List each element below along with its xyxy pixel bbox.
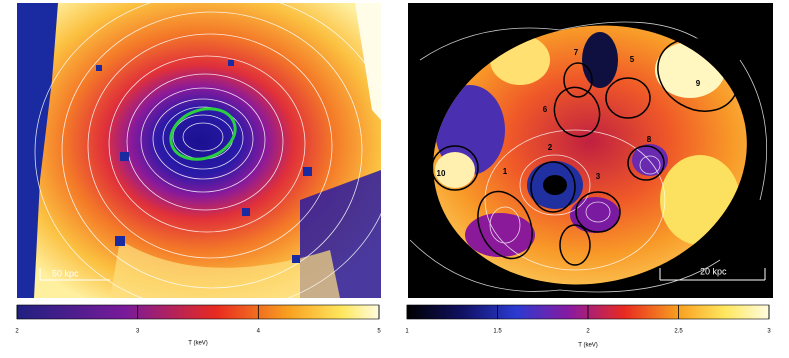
scale-bar-label: 50 kpc	[52, 268, 79, 278]
region-label: 6	[543, 105, 548, 114]
scale-bar-label: 20 kpc	[700, 266, 727, 276]
colorbar-label: T (keV)	[188, 341, 208, 347]
region-label: 9	[696, 79, 701, 88]
colorbar-tick-label: 5	[377, 329, 381, 335]
colorbar-tick-label: 2	[15, 329, 19, 335]
right-map: 20 kpc 1 2 3 5 6 7 8 9 10	[408, 3, 773, 298]
region-label: 8	[647, 135, 652, 144]
colorbar-tick-label: 3	[767, 329, 771, 335]
colorbar-tick-label: 1	[405, 329, 409, 335]
colorbar-tick-label: 2.5	[674, 329, 683, 335]
colorbar-tick-label: 3	[136, 329, 140, 335]
region-label: 1	[503, 167, 508, 176]
region-labels: 1 2 3 5 6 7 8 9 10	[437, 48, 701, 181]
colorbar-label: T (keV)	[578, 343, 598, 349]
colorbar-tick-label: 1.5	[493, 329, 502, 335]
region-label: 7	[574, 48, 579, 57]
left-map: 50 kpc	[17, 0, 396, 313]
region-label: 10	[437, 169, 446, 178]
region-label: 5	[630, 55, 635, 64]
colorbar-tick-label: 2	[586, 329, 590, 335]
colorbars: T (keV) T (keV) 2 3 4 5 1 1.5 2 2.5 3	[15, 304, 771, 349]
colorbar-tick-label: 4	[257, 329, 261, 335]
region-label: 2	[548, 143, 553, 152]
region-label: 3	[596, 172, 601, 181]
